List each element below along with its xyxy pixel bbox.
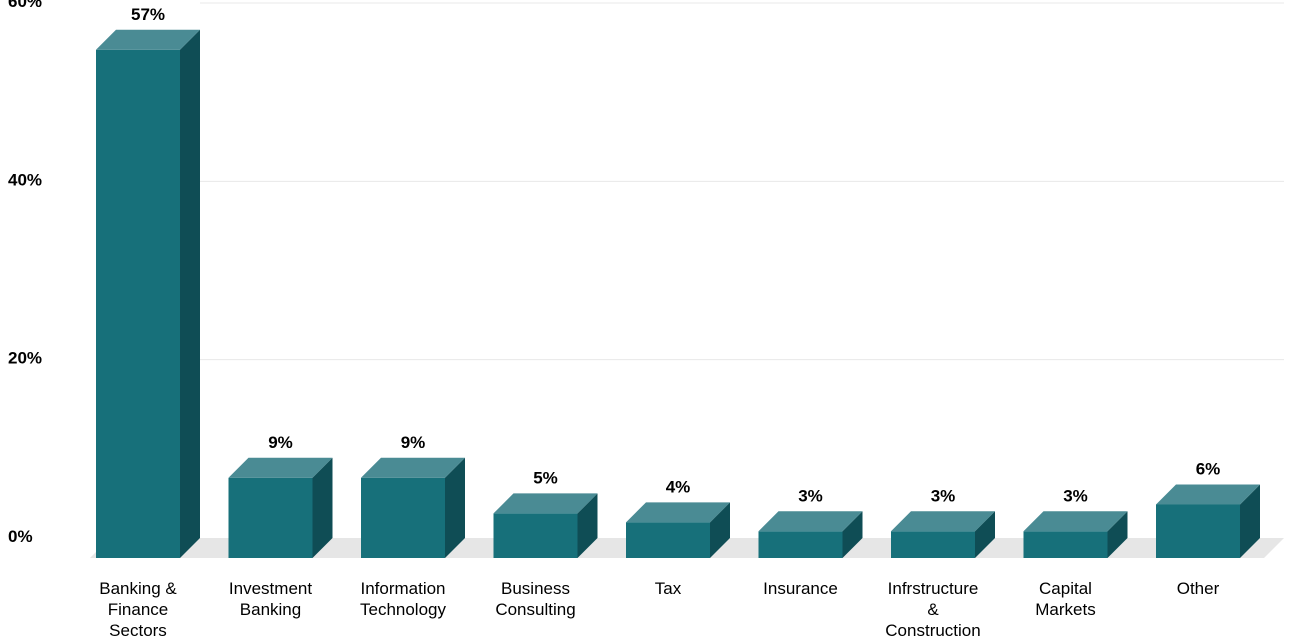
bar-side	[577, 493, 598, 558]
category-label: Investment Banking	[229, 579, 312, 619]
bar-top	[361, 457, 465, 478]
bar	[1156, 484, 1260, 558]
bar-front	[1023, 531, 1108, 558]
data-label: 3%	[798, 486, 823, 505]
bar-front	[626, 522, 710, 558]
bar-side	[180, 29, 200, 558]
data-labels: 57% 9% 9% 5% 4% 3% 3% 3% 6%	[131, 5, 1220, 506]
data-label: 4%	[666, 477, 691, 496]
y-axis-ticks: 0% 20% 40% 60%	[8, 0, 42, 546]
bar	[361, 457, 465, 558]
bar	[626, 502, 730, 558]
category-label: Capital Markets	[1035, 579, 1095, 619]
bar-top	[228, 457, 333, 478]
category-label: Banking & Finance Sectors	[99, 579, 177, 640]
bars	[96, 29, 1260, 558]
data-label: 3%	[931, 486, 956, 505]
bar-side	[710, 502, 730, 558]
gridlines	[200, 2, 1284, 361]
category-label: Insurance	[763, 579, 838, 598]
bar	[1023, 511, 1128, 558]
bar-front	[1156, 504, 1240, 558]
y-tick-label: 0%	[8, 527, 33, 546]
bar-top	[1023, 511, 1128, 532]
data-label: 6%	[1196, 460, 1221, 479]
bar-side	[975, 511, 995, 558]
bar	[891, 511, 995, 558]
bar-top	[626, 502, 730, 523]
y-tick-label: 20%	[8, 349, 42, 368]
bar	[493, 493, 598, 558]
data-label: 5%	[533, 468, 558, 487]
bar-front	[493, 513, 578, 558]
bar-front	[891, 531, 975, 558]
bar	[96, 29, 200, 558]
category-label: Infrstructure & Construction	[885, 579, 980, 640]
bar	[758, 511, 863, 558]
bar-side	[1240, 484, 1260, 558]
category-label: Information Technology	[360, 579, 447, 619]
category-label: Tax	[655, 579, 682, 598]
bar-top	[493, 493, 598, 514]
data-label: 3%	[1063, 486, 1088, 505]
y-tick-label: 40%	[8, 170, 42, 189]
bar-top	[891, 511, 995, 532]
bar-front	[758, 531, 843, 558]
bar	[228, 457, 333, 558]
bar-top	[1156, 484, 1260, 505]
data-label: 57%	[131, 5, 165, 24]
bar-side	[842, 511, 863, 558]
bar-front	[361, 477, 445, 558]
bar-side	[445, 457, 465, 558]
data-label: 9%	[401, 433, 426, 452]
category-label: Other	[1177, 579, 1220, 598]
data-label: 9%	[268, 433, 293, 452]
bar-top	[758, 511, 863, 532]
category-label: Business Consulting	[495, 579, 575, 619]
bar-side	[1107, 511, 1128, 558]
bar-front	[96, 49, 180, 558]
bar-front	[228, 477, 313, 558]
bar-side	[312, 457, 333, 558]
bar-top	[96, 29, 200, 50]
y-tick-label: 60%	[8, 0, 42, 11]
category-labels: Banking & Finance Sectors Investment Banking…	[99, 579, 1219, 640]
